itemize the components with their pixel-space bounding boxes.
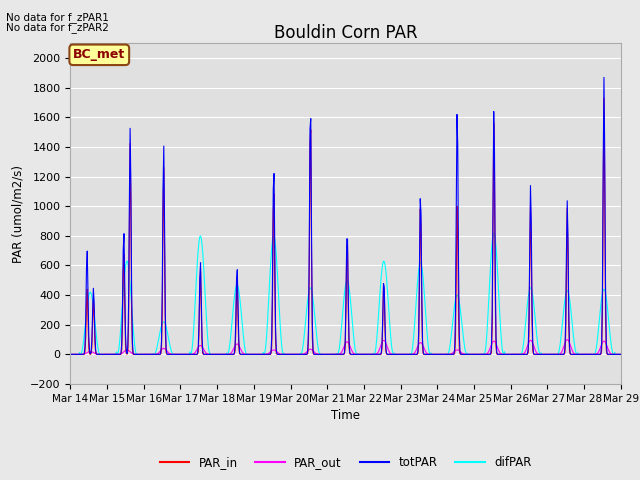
- difPAR: [413, 295, 420, 301]
- PAR_in: [600, 95, 608, 101]
- PAR_out: [133, 351, 141, 357]
- PAR_out: [218, 351, 226, 357]
- Line: totPAR: totPAR: [70, 77, 621, 354]
- totPAR: [617, 351, 625, 357]
- totPAR: [600, 74, 608, 80]
- PAR_in: [218, 351, 226, 357]
- difPAR: [429, 351, 436, 357]
- PAR_in: [413, 351, 420, 357]
- PAR_in: [189, 351, 196, 357]
- difPAR: [617, 351, 625, 357]
- Legend: PAR_in, PAR_out, totPAR, difPAR: PAR_in, PAR_out, totPAR, difPAR: [155, 451, 536, 474]
- Line: PAR_out: PAR_out: [70, 339, 621, 354]
- Line: PAR_in: PAR_in: [70, 98, 621, 354]
- Line: difPAR: difPAR: [70, 233, 621, 354]
- totPAR: [67, 351, 74, 357]
- totPAR: [413, 351, 420, 357]
- PAR_in: [77, 351, 84, 357]
- difPAR: [189, 337, 196, 343]
- totPAR: [429, 351, 436, 357]
- PAR_out: [77, 351, 84, 357]
- Text: BC_met: BC_met: [73, 48, 125, 61]
- Title: Bouldin Corn PAR: Bouldin Corn PAR: [274, 24, 417, 42]
- PAR_out: [189, 351, 196, 357]
- totPAR: [133, 351, 141, 357]
- PAR_out: [563, 336, 571, 342]
- difPAR: [490, 230, 497, 236]
- totPAR: [77, 351, 84, 357]
- totPAR: [582, 351, 589, 357]
- Text: No data for f_zPAR2: No data for f_zPAR2: [6, 22, 109, 33]
- difPAR: [67, 351, 74, 357]
- PAR_in: [67, 351, 74, 357]
- X-axis label: Time: Time: [331, 409, 360, 422]
- PAR_out: [413, 347, 420, 352]
- PAR_in: [133, 351, 141, 357]
- PAR_out: [67, 351, 74, 357]
- PAR_in: [617, 351, 625, 357]
- PAR_in: [429, 351, 436, 357]
- PAR_out: [617, 351, 625, 357]
- difPAR: [133, 351, 141, 357]
- difPAR: [218, 351, 226, 357]
- totPAR: [189, 351, 196, 357]
- totPAR: [218, 351, 226, 357]
- Text: No data for f_zPAR1: No data for f_zPAR1: [6, 12, 109, 23]
- PAR_in: [582, 351, 589, 357]
- Y-axis label: PAR (umol/m2/s): PAR (umol/m2/s): [12, 165, 24, 263]
- difPAR: [77, 351, 84, 357]
- PAR_out: [429, 351, 436, 357]
